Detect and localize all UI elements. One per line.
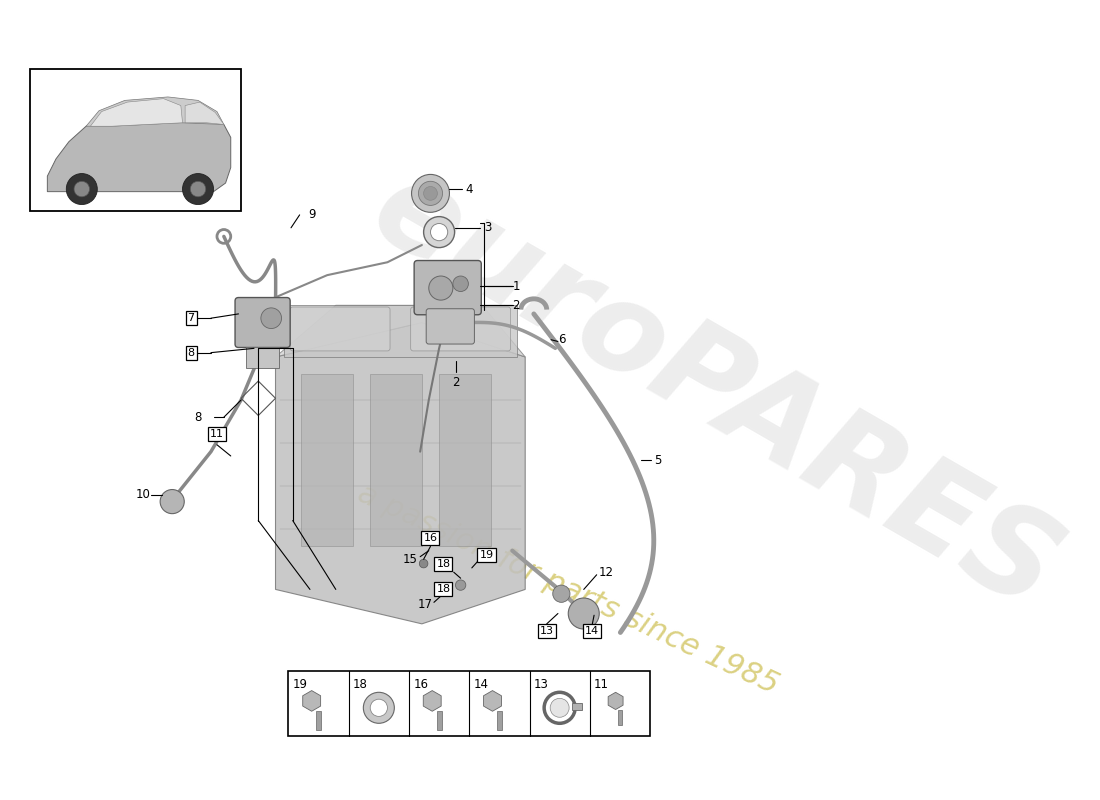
Bar (316, 711, 321, 730)
Text: 10: 10 (135, 488, 151, 502)
Circle shape (424, 217, 454, 248)
Polygon shape (275, 306, 525, 357)
Text: 15: 15 (403, 553, 418, 566)
Polygon shape (302, 690, 320, 711)
Text: 1: 1 (513, 280, 520, 293)
Circle shape (453, 276, 469, 291)
Text: 19: 19 (480, 550, 494, 560)
Text: 18: 18 (353, 678, 367, 691)
Text: 11: 11 (210, 430, 224, 439)
Circle shape (74, 182, 89, 197)
Bar (288, 671, 650, 736)
Text: 7: 7 (188, 314, 195, 323)
Polygon shape (86, 97, 224, 126)
Polygon shape (275, 322, 525, 624)
Text: 8: 8 (188, 348, 195, 358)
Circle shape (419, 559, 428, 568)
FancyBboxPatch shape (414, 261, 482, 314)
Bar (497, 711, 502, 730)
Circle shape (371, 699, 387, 717)
Circle shape (411, 174, 450, 212)
Circle shape (418, 182, 442, 206)
Circle shape (569, 598, 600, 629)
Text: 16: 16 (414, 678, 428, 691)
Circle shape (190, 182, 206, 197)
Text: 6: 6 (558, 334, 565, 346)
Polygon shape (484, 690, 502, 711)
Polygon shape (608, 692, 623, 710)
Bar (618, 710, 623, 725)
Text: 13: 13 (540, 626, 553, 636)
Text: 4: 4 (465, 182, 472, 195)
Circle shape (363, 692, 394, 723)
Bar (439, 374, 491, 546)
Text: 13: 13 (534, 678, 549, 691)
Polygon shape (185, 102, 224, 125)
Text: 2: 2 (452, 376, 460, 390)
Circle shape (261, 308, 282, 329)
Circle shape (161, 490, 185, 514)
FancyBboxPatch shape (290, 307, 390, 351)
Text: 16: 16 (424, 533, 438, 542)
Bar (437, 711, 442, 730)
Text: euroPARES: euroPARES (351, 146, 1078, 636)
Text: a passion for parts since 1985: a passion for parts since 1985 (353, 479, 783, 700)
Text: 3: 3 (484, 222, 492, 234)
Text: 18: 18 (437, 585, 451, 594)
Bar (30, 69, 241, 210)
Circle shape (183, 174, 213, 205)
FancyBboxPatch shape (426, 309, 474, 344)
Circle shape (430, 223, 448, 241)
Circle shape (66, 174, 97, 205)
Circle shape (429, 276, 453, 300)
Bar (301, 374, 353, 546)
FancyBboxPatch shape (246, 347, 279, 368)
Bar (284, 306, 517, 357)
Text: 8: 8 (195, 410, 201, 424)
Text: 9: 9 (308, 208, 316, 222)
Circle shape (550, 698, 569, 718)
Text: 14: 14 (585, 626, 600, 636)
Text: 14: 14 (473, 678, 488, 691)
FancyBboxPatch shape (235, 298, 290, 347)
Text: 17: 17 (417, 598, 432, 611)
FancyBboxPatch shape (410, 307, 510, 351)
Text: 19: 19 (293, 678, 308, 691)
Bar (371, 374, 422, 546)
Polygon shape (424, 690, 441, 711)
Bar (572, 702, 582, 710)
Text: 2: 2 (513, 298, 520, 312)
Circle shape (424, 186, 438, 200)
Text: 12: 12 (598, 566, 614, 578)
Text: 18: 18 (437, 558, 451, 569)
Text: 5: 5 (654, 454, 662, 466)
Polygon shape (47, 107, 231, 192)
Polygon shape (90, 98, 183, 126)
Circle shape (455, 580, 465, 590)
Text: 11: 11 (594, 678, 609, 691)
Circle shape (553, 585, 570, 602)
